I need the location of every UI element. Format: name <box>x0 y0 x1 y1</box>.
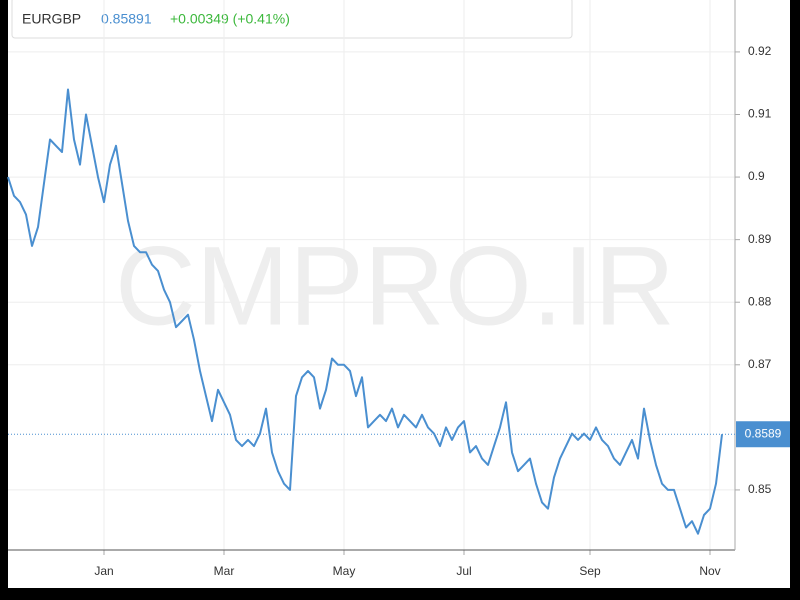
watermark: CMPRO.IR <box>115 224 675 349</box>
symbol: EURGBP <box>22 11 81 27</box>
last-price-box <box>736 421 790 448</box>
y-tick-label: 0.85 <box>748 482 772 496</box>
y-tick-label: 0.92 <box>748 44 772 58</box>
x-tick-label: Nov <box>699 564 720 578</box>
price-line <box>7 88 723 535</box>
y-tick-label: 0.88 <box>748 294 772 308</box>
change: +0.00349 (+0.41%) <box>170 11 290 27</box>
y-tick-label: 0.87 <box>748 357 772 371</box>
price: 0.85891 <box>101 11 152 27</box>
y-tick-label: 0.89 <box>748 232 772 246</box>
x-tick-label: Jan <box>94 564 113 578</box>
last-price-label: 0.8589 <box>745 426 782 440</box>
header-box <box>11 0 573 39</box>
x-tick-label: Sep <box>579 564 601 578</box>
x-tick-label: Mar <box>214 564 235 578</box>
x-tick-label: May <box>333 564 356 578</box>
x-tick-label: Jul <box>456 564 471 578</box>
y-tick-label: 0.91 <box>748 107 772 121</box>
y-tick-label: 0.9 <box>748 169 765 183</box>
